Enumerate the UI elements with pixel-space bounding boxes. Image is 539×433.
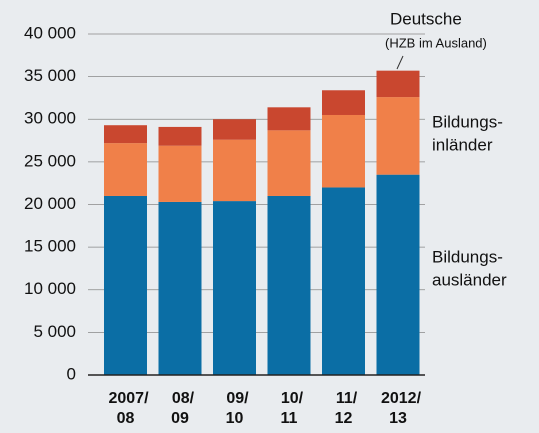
y-tick-label: 10 000 — [24, 279, 76, 298]
x-tick-label: 11/ — [336, 390, 358, 407]
y-tick-label: 25 000 — [24, 151, 76, 170]
legend-label: Bildungs- — [432, 112, 503, 131]
y-tick-label: 15 000 — [24, 237, 76, 256]
legend-pointer — [396, 55, 404, 70]
x-tick-label: 13 — [389, 410, 407, 427]
y-tick-label: 5 000 — [33, 322, 76, 341]
bar-segment — [104, 143, 147, 196]
bar-segment — [376, 174, 420, 375]
x-tick-label: 2012/ — [381, 390, 422, 407]
bar-segment — [213, 139, 256, 202]
x-tick-label: 10 — [226, 410, 244, 427]
legend-label: ausländer — [432, 270, 507, 289]
bar-segment — [104, 125, 147, 144]
bar-segment — [158, 201, 202, 375]
bar-segment — [267, 107, 311, 131]
y-tick-label: 30 000 — [24, 109, 76, 128]
x-tick-label: 11 — [281, 410, 298, 427]
y-tick-label: 20 000 — [24, 194, 76, 213]
bar-segment — [104, 195, 147, 375]
y-tick-label: 0 — [67, 364, 76, 383]
x-tick-label: 09 — [171, 410, 189, 427]
bar-segment — [213, 201, 256, 375]
x-tick-label: 12 — [335, 410, 353, 427]
bar-segment — [158, 126, 202, 146]
bar-segment — [267, 195, 311, 375]
y-tick-label: 40 000 — [24, 23, 76, 42]
x-tick-label: 08/ — [172, 390, 195, 407]
bar-segment — [158, 145, 202, 202]
legend-label: Deutsche — [390, 9, 462, 28]
legend-label: inländer — [432, 135, 493, 154]
x-tick-label: 2007/ — [108, 390, 149, 407]
x-tick-label: 10/ — [281, 390, 304, 407]
x-tick-label: 08 — [117, 410, 135, 427]
bar-segment — [376, 70, 420, 98]
legend-label: (HZB im Ausland) — [385, 35, 487, 50]
bar-segment — [376, 97, 420, 175]
bar-segment — [267, 130, 311, 196]
bar-segment — [213, 119, 256, 140]
x-tick-label: 09/ — [226, 390, 249, 407]
bar-segment — [322, 187, 365, 375]
bar-segment — [322, 90, 365, 115]
bar-segment — [322, 114, 365, 188]
legend-label: Bildungs- — [432, 247, 503, 266]
y-tick-label: 35 000 — [24, 66, 76, 85]
